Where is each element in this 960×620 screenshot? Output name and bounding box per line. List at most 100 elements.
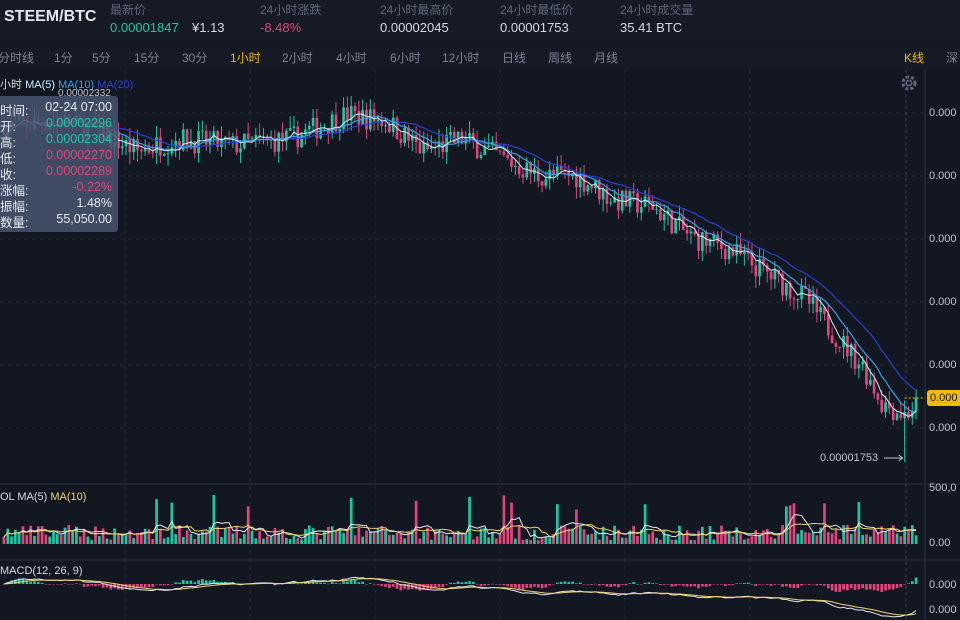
chart-grid xyxy=(0,70,960,620)
volume-bar xyxy=(40,526,44,544)
volume-bar xyxy=(678,525,681,544)
candle-body xyxy=(136,139,139,150)
macd-histogram-bar xyxy=(296,583,300,585)
volume-bar xyxy=(800,529,803,544)
macd-histogram-bar xyxy=(743,583,746,584)
volume-bar xyxy=(765,529,769,544)
volume-bar xyxy=(90,540,94,544)
macd-histogram-bar xyxy=(403,584,406,590)
macd-histogram-bar xyxy=(220,581,223,584)
volume-bar xyxy=(548,537,552,544)
volume-bar xyxy=(418,538,422,544)
volume-bar xyxy=(2,536,6,544)
candle-body xyxy=(662,214,666,221)
volume-bar xyxy=(437,529,441,544)
macd-histogram-bar xyxy=(884,584,887,591)
tab-6h[interactable]: 6小时 xyxy=(390,51,421,65)
tab-4h[interactable]: 4小时 xyxy=(336,51,367,65)
volume-bar xyxy=(876,532,880,544)
low-value: 0.00001753 xyxy=(500,20,569,35)
volume-bar xyxy=(349,498,353,544)
candle-body xyxy=(300,134,303,148)
macd-histogram-bar xyxy=(846,584,849,591)
volume-bar xyxy=(842,525,845,544)
tab-15m[interactable]: 15分 xyxy=(134,51,160,65)
volume-bar xyxy=(609,540,613,544)
candle-body xyxy=(861,361,864,365)
volume-bar xyxy=(254,538,258,544)
volume-bar xyxy=(613,525,616,544)
tab-2h[interactable]: 2小时 xyxy=(282,51,313,65)
tooltip-low-row: 低: 0.00002270 xyxy=(0,148,112,166)
volume-bar xyxy=(136,532,139,544)
volume-bar xyxy=(21,526,25,544)
candle-body xyxy=(132,139,136,153)
candle-body xyxy=(361,109,365,125)
high-label: 24小时最高价 xyxy=(380,3,454,17)
candle-body xyxy=(830,335,834,343)
volume-axis-label: 0.00 xyxy=(929,537,951,549)
candle-body xyxy=(368,109,372,130)
kline-tab[interactable]: K线 xyxy=(903,51,924,65)
candle-body xyxy=(510,158,513,167)
gear-icon[interactable] xyxy=(899,73,919,93)
volume-bar xyxy=(44,534,48,544)
volume-bar xyxy=(723,531,727,544)
volume-bar xyxy=(342,533,345,544)
tab-1h[interactable]: 1小时 xyxy=(230,51,261,65)
macd-histogram-bar xyxy=(788,584,792,588)
volume-bar xyxy=(689,539,693,544)
volume-bar xyxy=(307,525,311,544)
macd-histogram-bar xyxy=(109,584,113,590)
tooltip-value: 0.00002304 xyxy=(45,132,112,146)
volume-bar xyxy=(697,530,700,544)
macd-histogram-bar xyxy=(819,584,823,586)
tab-1w[interactable]: 周线 xyxy=(548,51,573,65)
candle-body xyxy=(265,136,269,139)
volume-bar xyxy=(662,529,666,544)
macd-histogram-bar xyxy=(643,582,647,584)
volume-bar xyxy=(285,537,288,544)
tab-1m[interactable]: 1分 xyxy=(54,51,73,65)
macd-histogram-bar xyxy=(174,582,177,584)
macd-histogram-bar xyxy=(769,584,773,586)
macd-histogram-bar xyxy=(697,584,700,589)
macd-histogram-bar xyxy=(659,584,662,586)
ma-legend: 小时 MA(5) MA(10) MA(20) xyxy=(0,76,133,92)
candle-body xyxy=(643,196,647,207)
candle-body xyxy=(582,174,586,192)
volume-bar xyxy=(391,534,395,544)
volume-bar xyxy=(292,535,296,544)
candle-body xyxy=(166,153,170,155)
macd-histogram-bar xyxy=(139,584,143,589)
macd-histogram-bar xyxy=(670,584,674,587)
volume-bar xyxy=(357,527,361,544)
volume-bar xyxy=(380,525,384,544)
tab-5m[interactable]: 5分 xyxy=(92,51,111,65)
volume-bar xyxy=(712,539,716,544)
macd-histogram-bar xyxy=(678,584,681,585)
volume-bar xyxy=(319,539,323,544)
volume-bar xyxy=(132,538,136,544)
candle-body xyxy=(162,154,166,156)
candle-body xyxy=(555,166,559,175)
volume-bar xyxy=(250,530,254,544)
volume-bar xyxy=(338,528,342,544)
candle-body xyxy=(895,413,899,420)
macd-histogram-bar xyxy=(914,577,918,584)
macd-histogram-bar xyxy=(647,582,651,584)
tab-1mo[interactable]: 月线 xyxy=(594,51,619,65)
tab-1d[interactable]: 日线 xyxy=(502,51,527,65)
macd-histogram-bar xyxy=(731,584,735,586)
tab-timeline[interactable]: 分时线 xyxy=(0,51,35,65)
candle-body xyxy=(731,247,735,256)
volume-bar xyxy=(330,526,334,544)
volume-bar xyxy=(830,533,834,544)
tab-12h[interactable]: 12小时 xyxy=(442,51,480,65)
tab-30m[interactable]: 30分 xyxy=(182,51,208,65)
macd-histogram-bar xyxy=(430,584,433,590)
macd-histogram-bar xyxy=(67,584,71,585)
depth-tab[interactable]: 深 xyxy=(945,51,958,65)
macd-histogram-bar xyxy=(388,584,391,589)
